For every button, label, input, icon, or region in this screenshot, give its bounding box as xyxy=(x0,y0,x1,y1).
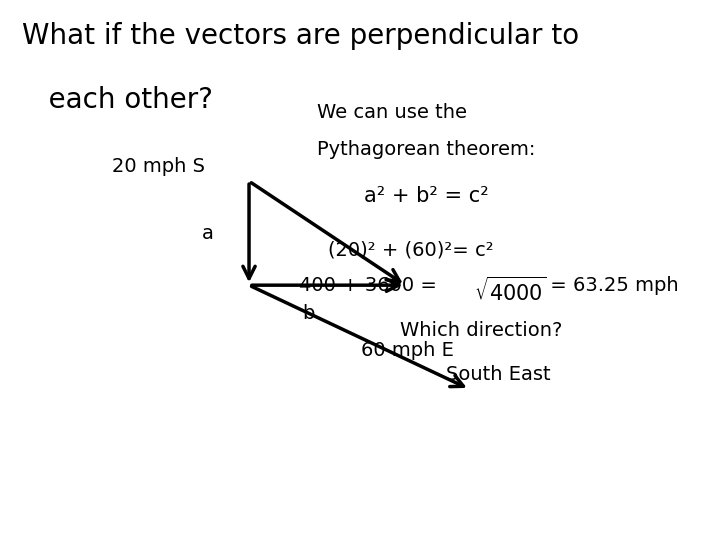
Text: 400 + 3600 =: 400 + 3600 = xyxy=(299,276,443,295)
Text: Pythagorean theorem:: Pythagorean theorem: xyxy=(317,140,535,159)
Text: 20 mph S: 20 mph S xyxy=(112,157,205,176)
Text: a² + b² = c²: a² + b² = c² xyxy=(364,186,488,206)
Text: = 63.25 mph: = 63.25 mph xyxy=(544,276,678,295)
Text: b: b xyxy=(302,304,315,323)
Text: We can use the: We can use the xyxy=(317,103,467,122)
Text: (20)² + (60)²= c²: (20)² + (60)²= c² xyxy=(328,240,493,259)
Text: Which direction?: Which direction? xyxy=(400,321,562,340)
Text: $\sqrt{4000}$: $\sqrt{4000}$ xyxy=(474,276,546,305)
Text: South East: South East xyxy=(446,364,551,383)
Text: What if the vectors are perpendicular to: What if the vectors are perpendicular to xyxy=(22,22,579,50)
Text: each other?: each other? xyxy=(22,86,212,114)
Text: a: a xyxy=(202,224,213,242)
Text: 60 mph E: 60 mph E xyxy=(361,341,454,360)
